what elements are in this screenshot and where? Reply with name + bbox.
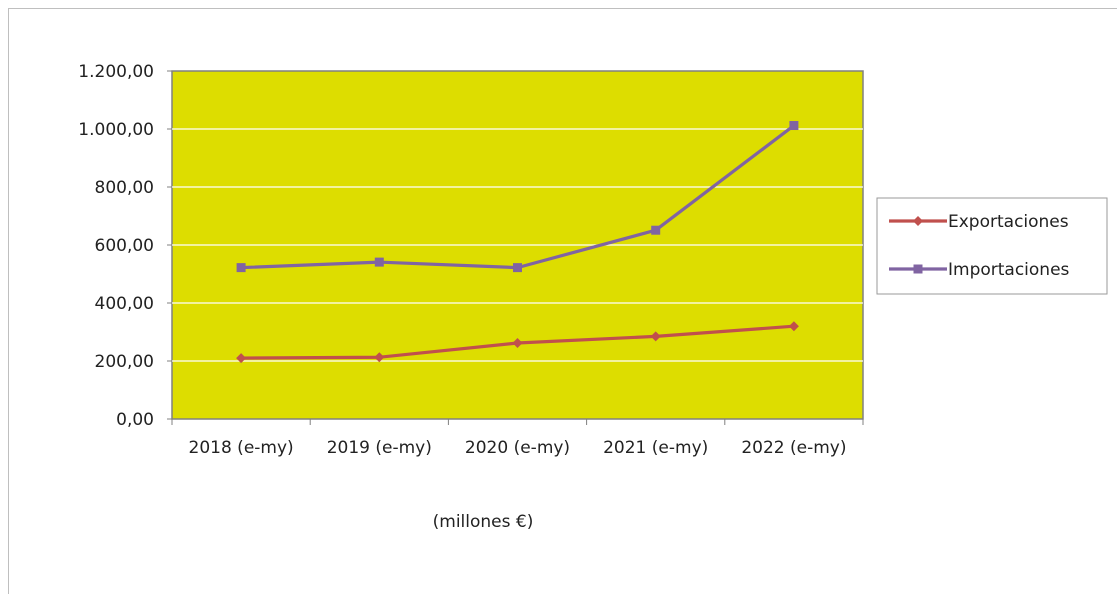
y-tick-label: 400,00 (95, 294, 154, 314)
chart-frame (8, 8, 1117, 594)
data-point-exportaciones (512, 338, 523, 349)
data-point-importaciones (513, 263, 522, 273)
y-tick-label: 200,00 (95, 352, 154, 372)
data-point-importaciones (651, 225, 661, 235)
legend: Exportaciones Importaciones (876, 197, 1108, 295)
data-point-importaciones (789, 121, 799, 131)
data-point-exportaciones (650, 331, 661, 342)
data-point-exportaciones (374, 352, 385, 363)
legend-marker-exportaciones (913, 216, 923, 226)
legend-label-importaciones: Importaciones (948, 260, 1070, 280)
legend-label-exportaciones: Exportaciones (948, 212, 1069, 232)
y-tick-label: 1.000,00 (78, 120, 154, 140)
y-tick-label: 0,00 (116, 410, 154, 430)
x-tick-label: 2020 (e-my) (465, 438, 570, 458)
data-point-exportaciones (788, 321, 799, 332)
y-tick-label: 800,00 (95, 178, 154, 198)
legend-box (876, 197, 1108, 295)
y-tick-label: 1.200,00 (78, 62, 154, 82)
x-tick-label: 2018 (e-my) (189, 438, 294, 458)
x-tick-label: 2019 (e-my) (327, 438, 432, 458)
data-point-exportaciones (236, 353, 247, 364)
legend-marker-importaciones (913, 264, 923, 274)
y-tick-label: 600,00 (95, 236, 154, 256)
data-point-importaciones (236, 263, 246, 273)
x-axis-caption: (millones €) (433, 512, 534, 532)
x-tick-label: 2021 (e-my) (603, 438, 708, 458)
x-tick-label: 2022 (e-my) (741, 438, 846, 458)
data-point-importaciones (374, 257, 384, 267)
